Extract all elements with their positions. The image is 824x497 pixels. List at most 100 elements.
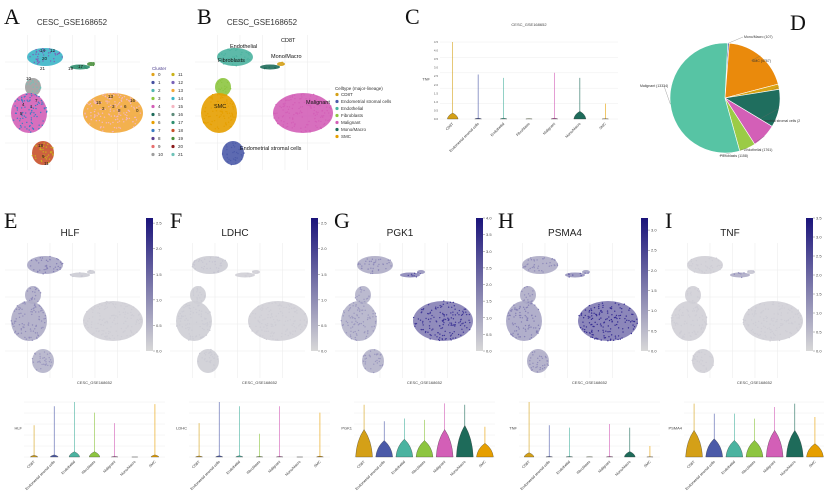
umap-point [535, 366, 537, 369]
umap-point [533, 351, 536, 353]
umap-point [376, 359, 378, 362]
umap-cluster [11, 301, 47, 341]
cluster-label: 4 [22, 102, 25, 107]
umap-point [42, 357, 44, 359]
umap-point [686, 292, 689, 295]
umap-point [200, 315, 202, 318]
panel-letter-f: F [170, 208, 182, 233]
umap-point [29, 265, 32, 267]
legend-label: 4 [158, 104, 161, 109]
umap-point [200, 313, 203, 315]
umap-point [29, 83, 31, 85]
umap-point [693, 356, 696, 358]
umap-point [211, 98, 214, 100]
umap-point [629, 307, 631, 310]
umap-point [372, 313, 374, 315]
umap-point [422, 308, 425, 310]
umap-point [113, 305, 116, 308]
umap-point [773, 337, 775, 339]
umap-point [546, 360, 548, 362]
umap-point [780, 312, 783, 314]
umap-point [226, 148, 228, 151]
umap-point [48, 48, 51, 50]
umap-point [322, 115, 325, 117]
umap-point [324, 119, 327, 121]
umap-point [195, 259, 197, 262]
umap-point [356, 315, 358, 317]
umap-point [778, 305, 780, 307]
umap-point [352, 331, 355, 334]
umap-point [450, 317, 453, 319]
cluster-label: 19 [68, 66, 74, 71]
umap-point [787, 308, 790, 311]
umap-point [527, 269, 530, 271]
umap-point [282, 115, 285, 117]
umap-point [255, 332, 257, 334]
umap-point [798, 323, 800, 325]
violin-body [276, 456, 284, 458]
umap-point [624, 317, 626, 320]
legend-label: 16 [178, 112, 184, 117]
umap-point [42, 151, 44, 153]
legend-label: Endometrial stromal cells [341, 99, 392, 104]
umap-point [742, 322, 745, 324]
umap-point [116, 322, 119, 325]
umap-point [59, 266, 61, 269]
umap-point [605, 330, 607, 332]
umap-point [21, 122, 24, 125]
violin-body [685, 430, 703, 458]
umap-point [531, 300, 533, 302]
umap-point [211, 369, 214, 371]
umap-point [27, 100, 29, 103]
umap-point [80, 275, 83, 278]
umap-point [83, 319, 85, 321]
umap-point [29, 112, 32, 114]
umap-point [57, 265, 59, 268]
umap-point [687, 314, 690, 316]
umap-point [120, 94, 122, 97]
umap-point [628, 319, 630, 322]
legend-swatch [171, 112, 175, 117]
umap-point [226, 100, 228, 102]
celltype-plot-label: Endometrial stromal cells [240, 146, 302, 152]
cluster-label: 10 [26, 76, 32, 81]
umap-point [34, 328, 36, 330]
umap-point [208, 311, 211, 313]
umap-point [429, 311, 432, 313]
x-tick-label: Malignant [597, 460, 611, 474]
umap-point [595, 337, 597, 339]
colorbar-tick-label: 2.0 [321, 246, 327, 251]
umap-point [712, 364, 714, 366]
umap-point [589, 316, 591, 318]
umap-point [189, 313, 192, 316]
legend-label: 6 [158, 120, 161, 125]
violin-ylabel: HLF [14, 426, 22, 431]
umap-point [598, 314, 601, 316]
umap-point [686, 308, 688, 311]
umap-point [293, 125, 295, 127]
umap-point [270, 332, 272, 334]
umap-point [210, 351, 212, 354]
umap-point [288, 308, 290, 310]
umap-point [710, 272, 712, 274]
umap-point [697, 308, 700, 311]
umap-point [747, 324, 750, 326]
umap-point [180, 317, 182, 320]
pie-chart: Mono/Macro (107)SMC (4767)CD8T (369)Endo… [640, 35, 800, 158]
umap-point [754, 311, 756, 313]
umap-point [535, 327, 537, 329]
umap-point [531, 314, 533, 316]
umap-point [686, 290, 688, 293]
umap-point [750, 319, 753, 321]
umap-point [781, 307, 783, 309]
umap-point [681, 337, 683, 339]
legend-label: 13 [178, 88, 184, 93]
umap-point [216, 114, 218, 117]
umap-point [272, 325, 274, 328]
umap-point [37, 335, 40, 337]
umap-point [105, 303, 108, 305]
umap-point [130, 314, 133, 317]
umap-point [101, 304, 103, 306]
umap-point [268, 66, 270, 68]
